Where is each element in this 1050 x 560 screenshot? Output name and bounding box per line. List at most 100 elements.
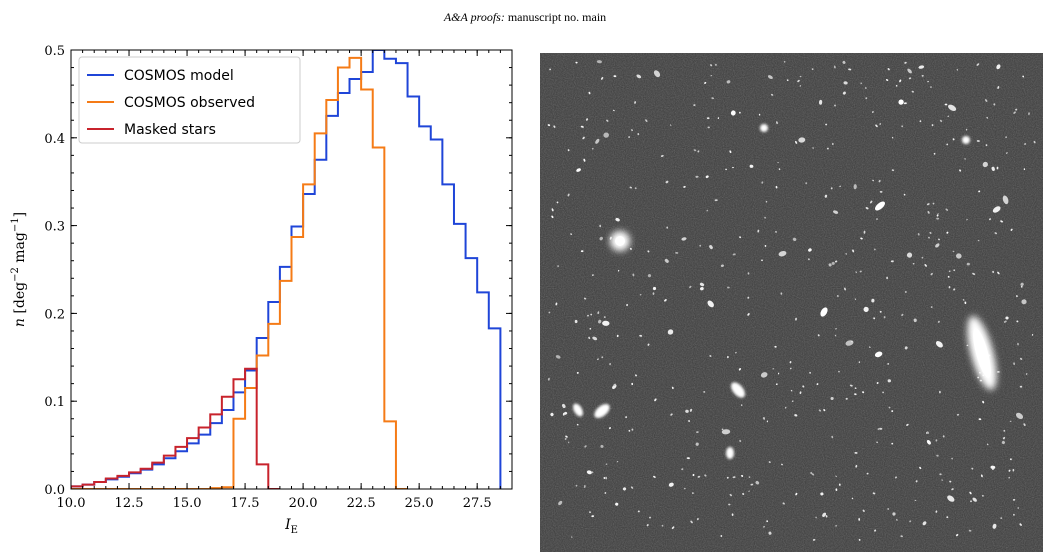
source bbox=[844, 287, 846, 291]
source bbox=[834, 260, 838, 263]
source bbox=[891, 442, 894, 445]
source bbox=[784, 406, 787, 409]
source bbox=[968, 529, 972, 532]
source bbox=[1012, 498, 1016, 501]
source bbox=[748, 476, 751, 478]
series-cosmos-observed bbox=[71, 56, 408, 489]
source bbox=[692, 492, 694, 494]
source bbox=[886, 276, 889, 280]
source bbox=[949, 480, 952, 483]
source bbox=[948, 270, 951, 273]
source bbox=[765, 200, 768, 203]
source bbox=[930, 86, 932, 88]
source bbox=[927, 80, 929, 83]
source bbox=[977, 239, 980, 242]
source bbox=[986, 443, 989, 446]
y-tick-label: 0.2 bbox=[44, 307, 65, 322]
source bbox=[776, 121, 778, 125]
source bbox=[951, 457, 953, 460]
source bbox=[777, 162, 779, 164]
legend: COSMOS model COSMOS observed Masked stars bbox=[78, 56, 301, 144]
star bbox=[962, 136, 970, 144]
source bbox=[667, 329, 674, 335]
source bbox=[757, 229, 760, 233]
source bbox=[630, 486, 634, 489]
source bbox=[778, 168, 781, 171]
source bbox=[592, 336, 598, 341]
source bbox=[816, 383, 819, 386]
source bbox=[825, 123, 828, 126]
source bbox=[639, 334, 643, 337]
source bbox=[872, 179, 874, 182]
source bbox=[991, 166, 995, 171]
source bbox=[820, 492, 824, 496]
source bbox=[1008, 476, 1011, 479]
source bbox=[982, 161, 988, 168]
source bbox=[835, 328, 837, 330]
source bbox=[833, 65, 836, 69]
source bbox=[551, 215, 554, 219]
source bbox=[588, 91, 591, 95]
source bbox=[625, 416, 627, 419]
source bbox=[695, 442, 699, 446]
source bbox=[768, 531, 772, 535]
source bbox=[622, 487, 627, 491]
source bbox=[1002, 436, 1006, 440]
source bbox=[628, 429, 631, 432]
source bbox=[735, 351, 737, 354]
source bbox=[854, 387, 857, 390]
source bbox=[879, 310, 882, 313]
source bbox=[562, 403, 566, 409]
source bbox=[760, 372, 768, 378]
source bbox=[1013, 111, 1016, 114]
source bbox=[1012, 468, 1015, 472]
source bbox=[909, 520, 912, 523]
source bbox=[749, 164, 754, 168]
source bbox=[1013, 362, 1016, 366]
source bbox=[603, 316, 606, 319]
source bbox=[690, 520, 693, 524]
source bbox=[854, 393, 857, 396]
source bbox=[906, 423, 909, 426]
source bbox=[986, 116, 989, 119]
source bbox=[597, 358, 599, 360]
source bbox=[831, 435, 834, 439]
source bbox=[879, 190, 883, 193]
source bbox=[583, 297, 587, 300]
source bbox=[617, 269, 620, 272]
source bbox=[703, 391, 706, 393]
source bbox=[1015, 295, 1018, 298]
source bbox=[1001, 440, 1005, 445]
source bbox=[588, 336, 591, 340]
source bbox=[964, 301, 967, 305]
source bbox=[654, 398, 657, 402]
source bbox=[584, 445, 587, 448]
source bbox=[639, 293, 642, 296]
source bbox=[583, 485, 586, 488]
source bbox=[555, 302, 558, 306]
source bbox=[613, 383, 617, 386]
source bbox=[629, 247, 632, 250]
source bbox=[869, 346, 871, 348]
source bbox=[997, 271, 1000, 275]
source bbox=[591, 515, 595, 518]
source bbox=[634, 187, 637, 190]
source bbox=[860, 82, 862, 85]
source bbox=[956, 253, 962, 259]
source bbox=[822, 512, 827, 518]
source bbox=[775, 231, 777, 233]
source bbox=[1002, 195, 1009, 205]
source bbox=[556, 201, 559, 204]
source bbox=[692, 473, 695, 477]
source bbox=[997, 370, 1000, 373]
series-layer bbox=[71, 50, 502, 489]
source bbox=[899, 79, 902, 83]
source bbox=[726, 476, 729, 479]
source bbox=[908, 77, 912, 80]
source bbox=[732, 253, 736, 256]
source bbox=[935, 341, 943, 348]
y-tick-label: 0.0 bbox=[44, 483, 65, 498]
source bbox=[815, 516, 817, 519]
source bbox=[918, 65, 925, 69]
source bbox=[778, 250, 787, 257]
